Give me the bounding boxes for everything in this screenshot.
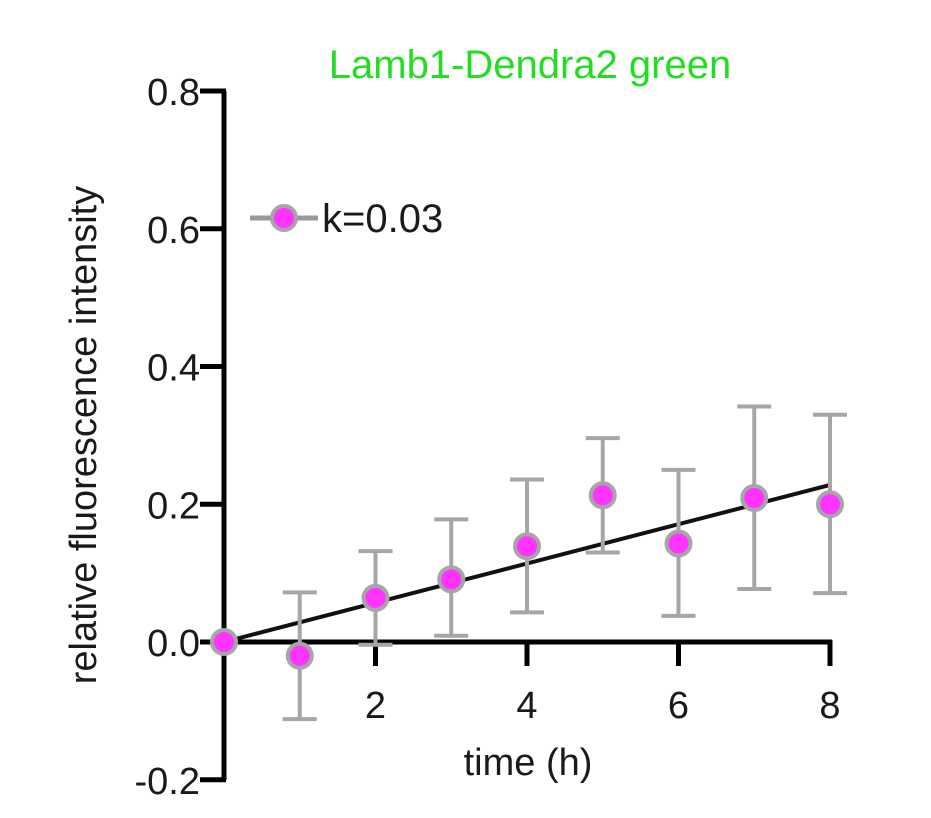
data-point [664,529,693,558]
y-tick-label: 0.0 [147,623,200,665]
data-point [816,490,844,519]
x-tick-label: 4 [516,685,537,727]
legend: k=0.03 [250,197,443,241]
data-point [513,532,541,561]
error-bars [282,404,847,722]
legend-label: k=0.03 [322,197,443,241]
x-tick-label: 6 [668,685,689,727]
data-point [740,484,769,513]
y-axis: -0.2 0.0 0.2 0.4 0.6 0.8 [135,72,227,803]
data-point [285,641,314,670]
data-point [437,565,466,594]
x-tick-label: 8 [819,685,840,727]
x-tick-label: 2 [365,685,386,727]
x-axis-title: time (h) [464,742,593,784]
legend-marker [270,204,298,232]
y-tick-label: 0.4 [147,348,200,390]
y-tick-label: 0.8 [147,72,200,114]
data-point [588,481,617,510]
x-axis: 2 4 6 8 [222,639,841,727]
chart-title: Lamb1-Dendra2 green [329,43,731,87]
y-tick-label: 0.2 [147,485,200,527]
data-point [361,583,390,612]
y-axis-title: relative fluorescence intensity [63,186,105,684]
y-tick-label: -0.2 [135,761,200,803]
y-tick-label: 0.6 [147,210,200,252]
data-points [210,481,844,670]
data-point [210,628,238,656]
